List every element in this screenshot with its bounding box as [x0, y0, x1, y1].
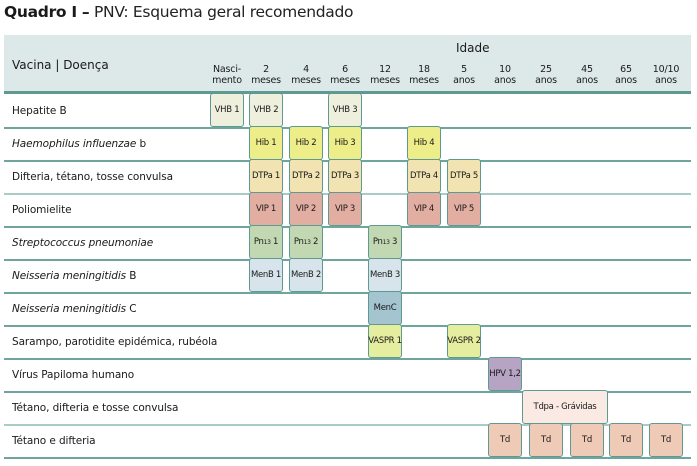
dose-cell-dtpa-4: DTPa 4 — [407, 159, 441, 193]
row-label: Difteria, tétano, tosse convulsa — [12, 171, 173, 183]
dose-cell-tdpa-gr-vidas: Tdpa - Grávidas — [522, 390, 608, 424]
dose-cell-vhb-1: VHB 1 — [210, 93, 244, 127]
column-header: 10 anos — [494, 64, 516, 86]
table-title: Quadro I – PNV: Esquema geral recomendad… — [4, 3, 354, 21]
column-header: 5 anos — [453, 64, 475, 86]
title-text: PNV: Esquema geral recomendado — [89, 3, 354, 21]
dose-cell-hib-4: Hib 4 — [407, 126, 441, 160]
dose-cell-hib-3: Hib 3 — [328, 126, 362, 160]
table-row: Poliomielite — [4, 194, 691, 228]
title-prefix: Quadro I – — [4, 3, 90, 21]
row-label: Neisseria meningitidis B — [12, 270, 137, 282]
dose-cell-td: Td — [488, 423, 522, 457]
dose-cell-td: Td — [609, 423, 643, 457]
table-row: Sarampo, parotidite epidémica, rubéola — [4, 326, 691, 360]
table-row: Neisseria meningitidis C — [4, 293, 691, 327]
dose-cell-hib-1: Hib 1 — [249, 126, 283, 160]
column-header: 12 meses — [370, 64, 400, 86]
vacina-header: Vacina | Doença — [12, 58, 109, 72]
dose-cell-vaspr-1: VASPR 1 — [368, 324, 402, 358]
dose-cell-hib-2: Hib 2 — [289, 126, 323, 160]
dose-cell-pn13-3: Pn 13 3 — [368, 225, 402, 259]
dose-cell-hpv-1-2: HPV 1,2 — [488, 357, 522, 391]
row-label: Tétano e difteria — [12, 435, 96, 447]
row-label: Hepatite B — [12, 105, 67, 117]
column-header: 6 meses — [330, 64, 360, 86]
row-label: Streptococcus pneumoniae — [12, 237, 154, 249]
table-row: Streptococcus pneumoniae — [4, 227, 691, 261]
table-row: Tétano, difteria e tosse convulsa — [4, 392, 691, 426]
row-label: Poliomielite — [12, 204, 72, 216]
table-row: Tétano e difteria — [4, 425, 691, 459]
table-header: Vacina | Doença Idade Nasci-mento 2 meses 4… — [4, 35, 691, 94]
dose-cell-vip-3: VIP 3 — [328, 192, 362, 226]
dose-cell-menb-1: MenB 1 — [249, 258, 283, 292]
dose-cell-vip-1: VIP 1 — [249, 192, 283, 226]
idade-header: Idade — [456, 41, 490, 55]
column-header: 25 anos — [535, 64, 557, 86]
dose-cell-menb-2: MenB 2 — [289, 258, 323, 292]
row-label: Haemophilus influenzae b — [12, 138, 147, 150]
column-header: 10/10 anos — [652, 64, 680, 86]
table-row: Neisseria meningitidis B — [4, 260, 691, 294]
column-header: 45 anos — [576, 64, 598, 86]
row-label: Tétano, difteria e tosse convulsa — [12, 402, 179, 414]
dose-cell-menc: MenC — [368, 291, 402, 325]
row-label: Vírus Papiloma humano — [12, 369, 135, 381]
row-label: Sarampo, parotidite epidémica, rubéola — [12, 336, 218, 348]
dose-cell-td: Td — [649, 423, 683, 457]
dose-cell-pn13-2: Pn 13 2 — [289, 225, 323, 259]
dose-cell-dtpa-2: DTPa 2 — [289, 159, 323, 193]
dose-cell-vhb-3: VHB 3 — [328, 93, 362, 127]
dose-cell-vaspr-2: VASPR 2 — [447, 324, 481, 358]
table-row: Vírus Papiloma humano — [4, 359, 691, 393]
column-header: 65 anos — [615, 64, 637, 86]
dose-cell-vip-5: VIP 5 — [447, 192, 481, 226]
dose-cell-dtpa-5: DTPa 5 — [447, 159, 481, 193]
column-header: 18 meses — [409, 64, 439, 86]
row-label: Neisseria meningitidis C — [12, 303, 137, 315]
column-header: Nasci-mento — [212, 64, 242, 86]
dose-cell-vip-2: VIP 2 — [289, 192, 323, 226]
dose-cell-menb-3: MenB 3 — [368, 258, 402, 292]
dose-cell-td: Td — [570, 423, 604, 457]
dose-cell-dtpa-1: DTPa 1 — [249, 159, 283, 193]
dose-cell-vhb-2: VHB 2 — [249, 93, 283, 127]
dose-cell-vip-4: VIP 4 — [407, 192, 441, 226]
dose-cell-pn13-1: Pn 13 1 — [249, 225, 283, 259]
dose-cell-td: Td — [529, 423, 563, 457]
dose-cell-dtpa-3: DTPa 3 — [328, 159, 362, 193]
column-header: 2 meses — [251, 64, 281, 86]
column-header: 4 meses — [291, 64, 321, 86]
